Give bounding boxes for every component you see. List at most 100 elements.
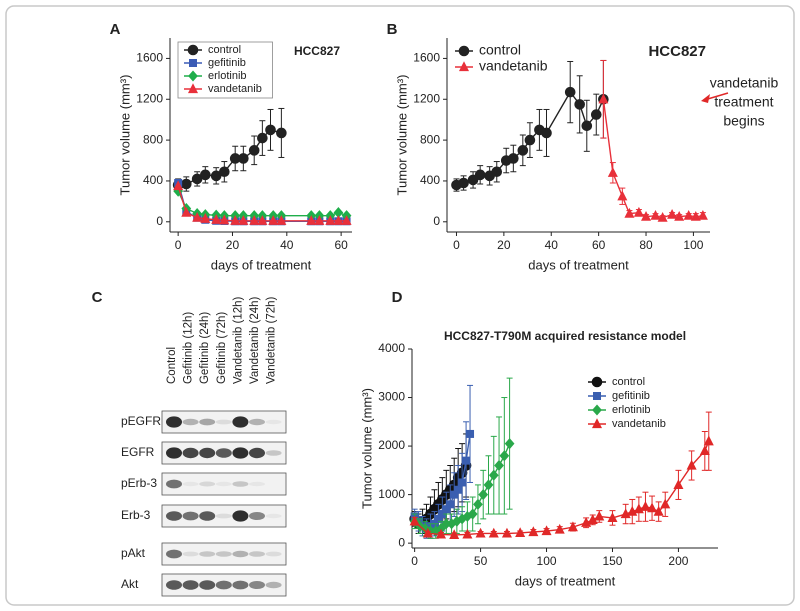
data-point — [478, 489, 489, 501]
legend-marker — [593, 392, 601, 400]
blot-row-label: EGFR — [121, 445, 155, 459]
data-point — [581, 120, 593, 132]
legend-label: vandetanib — [208, 83, 262, 95]
data-point — [517, 145, 529, 156]
blot-band — [182, 481, 199, 487]
annotation-arrow — [705, 92, 729, 101]
blot-band — [249, 418, 265, 426]
y-tick-label: 0 — [433, 214, 440, 228]
blot-band — [166, 511, 182, 521]
data-point — [524, 134, 536, 146]
y-tick-label: 1200 — [136, 91, 163, 105]
blot-band — [249, 581, 265, 589]
data-point — [276, 127, 287, 139]
chart-title: HCC827-T790M acquired resistance model — [444, 329, 686, 343]
legend-marker — [187, 83, 199, 94]
x-tick-label: 150 — [602, 554, 622, 568]
data-point — [211, 214, 222, 224]
blot-band — [166, 549, 182, 559]
y-tick-label: 1200 — [413, 91, 440, 105]
data-point — [341, 215, 352, 225]
blot-band — [215, 448, 232, 458]
x-tick-label: 100 — [683, 238, 703, 252]
data-point — [265, 124, 276, 136]
data-point — [458, 177, 469, 189]
blot-band — [166, 580, 182, 590]
data-point — [200, 169, 211, 181]
blot-band — [232, 550, 249, 558]
data-point — [653, 505, 664, 516]
data-point — [462, 528, 473, 539]
legend-marker — [458, 61, 470, 72]
blot-band — [199, 481, 216, 487]
data-point — [409, 515, 420, 526]
x-tick-label: 0 — [175, 238, 182, 252]
annotation: HCC827 — [648, 43, 706, 60]
blot-band — [199, 511, 216, 521]
data-point — [249, 215, 260, 225]
blot-strip — [161, 410, 287, 434]
data-point — [248, 145, 260, 156]
data-point — [422, 527, 433, 538]
blot-band — [182, 551, 199, 557]
annotation-arrowhead — [701, 94, 710, 103]
data-point — [640, 501, 651, 511]
data-point — [238, 153, 249, 164]
data-point — [173, 180, 184, 191]
legend-label: erlotinib — [612, 404, 651, 416]
blot-band — [215, 551, 232, 557]
legend-marker — [189, 59, 197, 67]
blot-band — [199, 447, 216, 459]
data-point — [703, 435, 714, 446]
legend-marker — [591, 376, 603, 388]
data-point — [594, 510, 605, 521]
blot-band — [265, 551, 282, 557]
data-point — [699, 445, 710, 456]
y-tick-label: 400 — [143, 173, 163, 187]
data-point — [564, 86, 576, 98]
blot-band — [232, 416, 249, 428]
data-point — [192, 212, 203, 222]
lane-label: Control — [166, 347, 178, 384]
data-point — [467, 174, 479, 186]
data-point — [607, 512, 618, 523]
data-point — [494, 459, 504, 472]
y-tick-label: 400 — [420, 173, 440, 187]
legend-label: gefitinib — [208, 57, 246, 69]
data-point — [647, 502, 658, 513]
data-point — [590, 109, 602, 120]
y-tick-label: 3000 — [378, 390, 405, 404]
x-tick-label: 60 — [592, 238, 606, 252]
blot-row-label: Erb-3 — [121, 508, 151, 522]
data-point — [686, 459, 697, 470]
y-tick-label: 4000 — [378, 341, 405, 355]
data-point — [499, 450, 510, 462]
blot-band — [265, 581, 282, 589]
x-axis-label: days of treatment — [528, 257, 629, 272]
data-point — [325, 215, 336, 225]
x-tick-label: 20 — [226, 238, 240, 252]
data-point — [673, 479, 684, 490]
data-point — [598, 93, 609, 104]
data-point — [657, 212, 668, 222]
legend-label: vandetanib — [612, 418, 666, 430]
x-axis-label: days of treatment — [211, 257, 312, 272]
data-point — [219, 214, 230, 225]
x-tick-label: 40 — [545, 238, 559, 252]
data-point — [257, 132, 268, 144]
data-point — [697, 209, 708, 220]
lane-label: Gefitinib (72h) — [216, 312, 228, 384]
data-point — [483, 479, 494, 491]
blot-band — [232, 510, 249, 522]
data-point — [306, 215, 317, 225]
data-point — [230, 215, 241, 225]
data-point — [449, 529, 460, 539]
x-tick-label: 200 — [668, 554, 688, 568]
data-point — [683, 209, 694, 220]
blot-band — [166, 479, 182, 489]
data-point — [528, 526, 539, 537]
data-point — [200, 213, 211, 223]
data-point — [607, 167, 618, 177]
data-point — [624, 207, 635, 218]
